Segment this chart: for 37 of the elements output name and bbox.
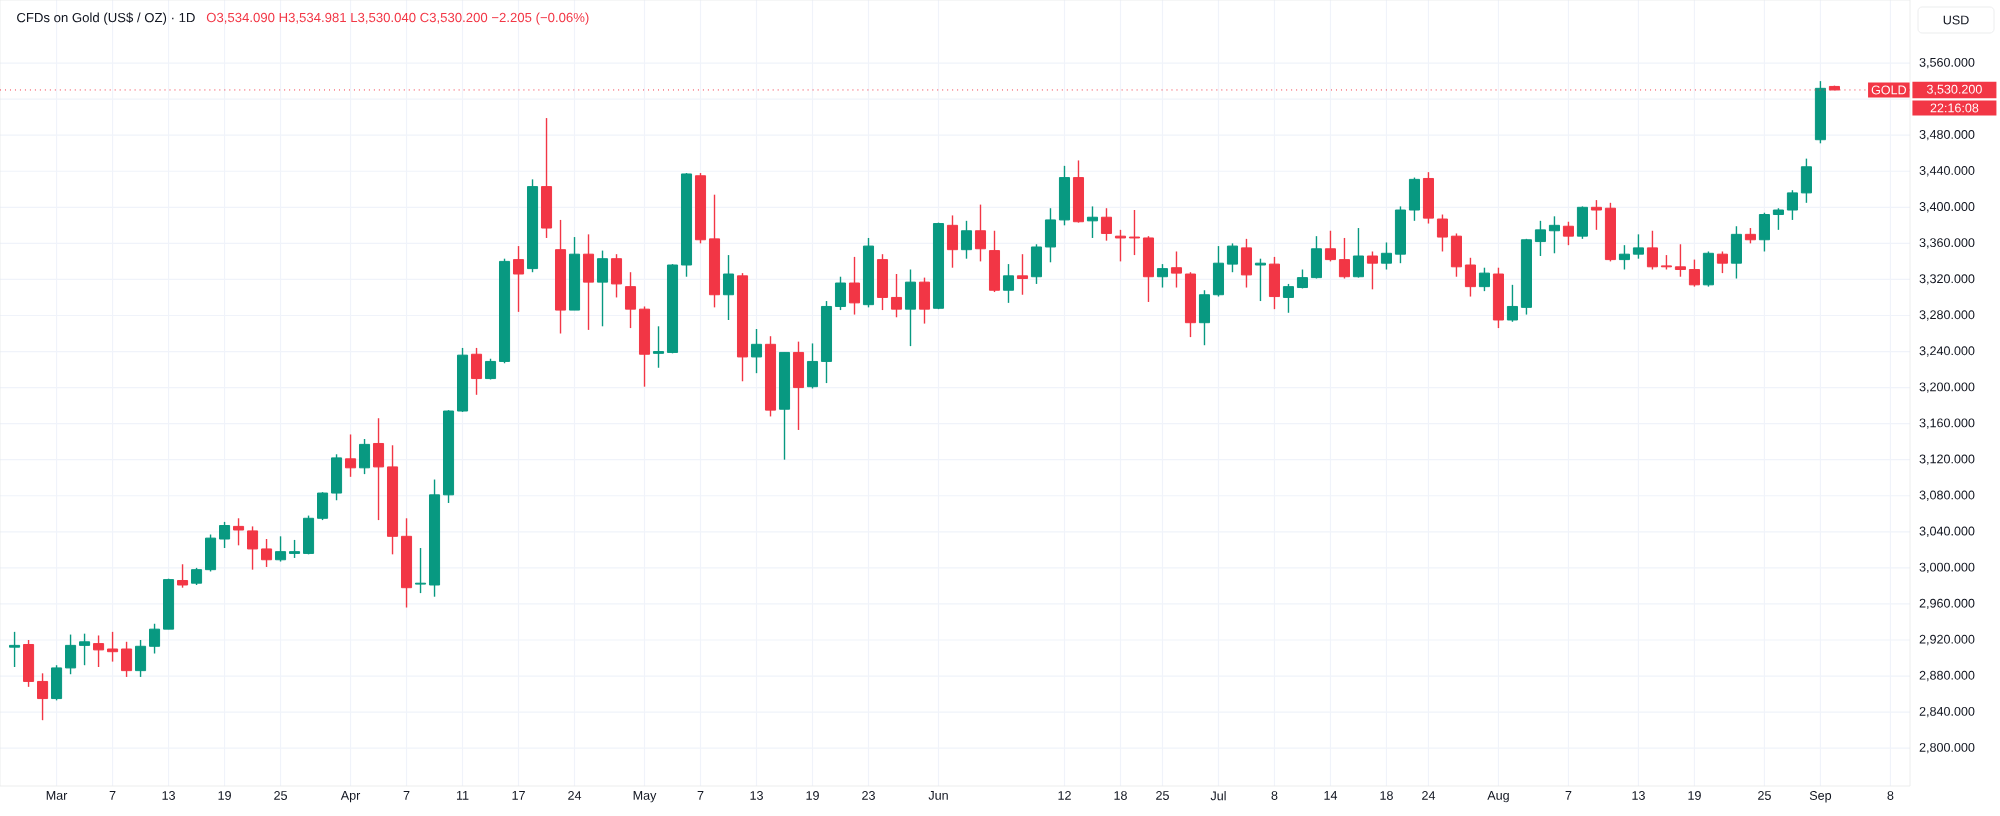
candlestick (1240, 238, 1253, 289)
candlestick (1730, 225, 1742, 280)
candlestick (974, 203, 987, 263)
candlestick (1366, 250, 1378, 291)
candlestick (722, 254, 735, 321)
candlestick (1716, 250, 1728, 274)
candlestick (1562, 221, 1574, 246)
candlestick (792, 340, 805, 431)
candlestick (904, 268, 917, 347)
candlestick (9, 631, 21, 668)
candlestick (1156, 263, 1169, 289)
candlestick (540, 117, 553, 239)
candlestick (1492, 267, 1504, 329)
candlestick (596, 249, 609, 327)
candlestick (610, 253, 623, 299)
candlestick (960, 220, 973, 260)
candlestick (1072, 159, 1085, 224)
candlestick (946, 214, 959, 269)
candlestick (582, 233, 595, 331)
candlestick (1100, 207, 1113, 242)
candlestick (1702, 250, 1714, 288)
candlestick (1002, 263, 1015, 304)
candlestick (918, 276, 931, 325)
candlestick (1016, 253, 1029, 296)
candlestick (848, 256, 861, 316)
candlestick (1576, 205, 1588, 240)
candlestick (1478, 267, 1490, 292)
candlestick (344, 433, 357, 478)
candlestick (177, 563, 189, 589)
candlestick (1268, 256, 1281, 310)
candlestick (358, 438, 371, 475)
candlestick (1254, 257, 1267, 302)
candlestick (750, 328, 763, 374)
candlestick (512, 245, 525, 313)
candlestick (1352, 227, 1365, 279)
candlestick (988, 230, 1001, 293)
candlestick (470, 347, 483, 396)
